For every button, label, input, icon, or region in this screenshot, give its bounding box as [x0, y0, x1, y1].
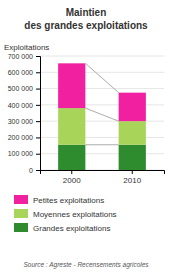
y-tick-mark: [36, 72, 40, 73]
y-tick-label: 200 000: [8, 134, 33, 141]
legend-swatch: [14, 223, 28, 232]
x-axis-line: [41, 171, 165, 175]
y-tick-mark: [36, 56, 40, 57]
y-tick-mark: [36, 121, 40, 122]
y-tick-label: 600 000: [8, 69, 33, 76]
bars: [58, 63, 146, 170]
legend-label: Moyennes exploitations: [33, 210, 117, 219]
subtitle: des grandes exploitations: [24, 20, 148, 31]
y-tick: 0: [29, 167, 40, 174]
x-tick-label: 2010: [123, 176, 141, 185]
legend-label: Petites exploitations: [33, 196, 104, 205]
bar-segment: [119, 121, 146, 145]
legend-swatch: [14, 209, 28, 218]
y-tick-mark: [36, 137, 40, 138]
y-tick: 200 000: [8, 134, 40, 141]
x-tick-label: 2000: [63, 176, 81, 185]
y-tick-label: 100 000: [8, 150, 33, 157]
y-tick: 300 000: [8, 118, 40, 125]
x-axis: 2000 2010: [41, 170, 165, 185]
y-tick: 600 000: [8, 69, 40, 76]
connector-line: [85, 144, 118, 145]
bar-segment: [119, 145, 146, 170]
bar-segment: [58, 145, 85, 170]
y-tick-mark: [36, 105, 40, 106]
y-tick-label: 700 000: [8, 53, 33, 60]
x-tick: 2000: [63, 170, 81, 185]
connector-line: [85, 108, 118, 121]
legend: Petites exploitations Moyennes exploitati…: [14, 195, 117, 233]
y-tick-label: 500 000: [8, 85, 33, 92]
y-tick: 100 000: [8, 150, 40, 157]
x-tick: 2010: [123, 170, 141, 185]
connector-line: [85, 63, 118, 92]
chart: Maintien des grandes exploitations 0 100 00…: [0, 0, 172, 273]
grid: [40, 56, 164, 170]
title: Maintien: [66, 7, 107, 18]
y-tick-label: 0: [29, 167, 33, 174]
y-tick-label: 400 000: [8, 102, 33, 109]
bar-segment: [119, 93, 146, 122]
legend-swatch: [14, 195, 28, 204]
x-tick-mark: [71, 170, 72, 174]
source-note: Source : Agreste - Recensements agricole…: [23, 261, 149, 269]
y-tick: 400 000: [8, 102, 40, 109]
legend-label: Grandes exploitations: [33, 224, 110, 233]
y-tick-mark: [36, 89, 40, 90]
y-axis: 0 100 000 200 000 300 000 400 000 500 000 600 …: [8, 53, 41, 174]
x-tick-mark: [132, 170, 133, 174]
y-tick: 700 000: [8, 53, 40, 60]
bar-segment: [58, 108, 85, 145]
bar-segment: [58, 63, 85, 108]
y-tick: 500 000: [8, 85, 40, 92]
y-axis-label: Exploitations: [4, 43, 49, 52]
plot: 0 100 000 200 000 300 000 400 000 500 000 600 …: [8, 53, 165, 185]
y-axis-line: [36, 57, 41, 171]
y-tick-mark: [36, 170, 40, 171]
y-tick-label: 300 000: [8, 118, 33, 125]
grid-line: [40, 56, 164, 57]
y-tick-mark: [36, 154, 40, 155]
